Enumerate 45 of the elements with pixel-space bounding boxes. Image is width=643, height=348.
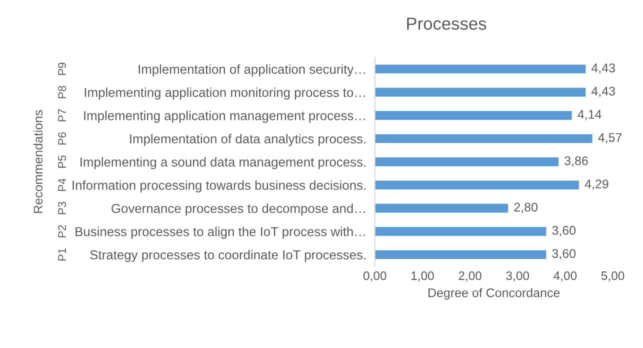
bar xyxy=(374,64,586,74)
text: P6 xyxy=(58,132,66,145)
data-label: 3,60 xyxy=(552,226,576,236)
bar xyxy=(374,227,546,236)
data-label: 3,86 xyxy=(564,156,588,167)
bar xyxy=(374,88,586,97)
text: P8 xyxy=(58,86,66,98)
text: P7 xyxy=(58,109,66,122)
bar xyxy=(374,180,579,190)
y-tick-label: Governance processes to decompose and… xyxy=(112,204,365,216)
y-tick-label: Business processes to align the IoT process with… xyxy=(76,226,365,239)
bar xyxy=(374,250,546,260)
text: P3 xyxy=(58,202,66,214)
x-tick-label: 0,00 xyxy=(363,271,386,282)
y-tick-label: Implementing application monitoring process to… xyxy=(84,88,365,100)
text: P2 xyxy=(58,225,66,238)
text: P5 xyxy=(58,155,66,168)
data-label: 4,43 xyxy=(592,86,615,98)
y-tick-label: Implementation of data analytics process. xyxy=(130,134,366,146)
x-tick-label: 2,00 xyxy=(458,271,482,282)
x-tick-label: 1,00 xyxy=(411,271,434,282)
bar xyxy=(374,111,572,120)
data-label: 4,57 xyxy=(598,133,622,144)
data-label: 3,60 xyxy=(552,249,576,260)
x-tick-label: 5,00 xyxy=(601,271,624,282)
x-tick-label: 3,00 xyxy=(506,271,530,282)
text: P1 xyxy=(58,248,66,261)
chart-title: Processes xyxy=(407,18,486,30)
y-tick-label: Implementing a sound data management process. xyxy=(80,157,366,170)
x-tick-label: 4,00 xyxy=(554,271,577,282)
text: P9 xyxy=(58,62,66,75)
data-label: 4,29 xyxy=(584,180,608,190)
data-label: 4,14 xyxy=(578,110,602,120)
data-label: 4,43 xyxy=(592,64,615,74)
y-tick-label: Strategy processes to coordinate IoT processes. xyxy=(90,250,366,262)
bar xyxy=(374,204,508,213)
y-tick-label: Implementing application management process… xyxy=(84,110,365,123)
bar xyxy=(374,157,559,166)
y-tick-label: Implementation of application security… xyxy=(138,64,365,76)
y-axis-title: Recommendations xyxy=(33,110,43,213)
x-axis-title: Degree of Concordance xyxy=(428,288,560,300)
data-label: 2,80 xyxy=(514,202,538,214)
text: P4 xyxy=(58,178,66,191)
bar xyxy=(374,134,592,144)
y-tick-label: Information processing towards business decisions. xyxy=(72,180,366,192)
